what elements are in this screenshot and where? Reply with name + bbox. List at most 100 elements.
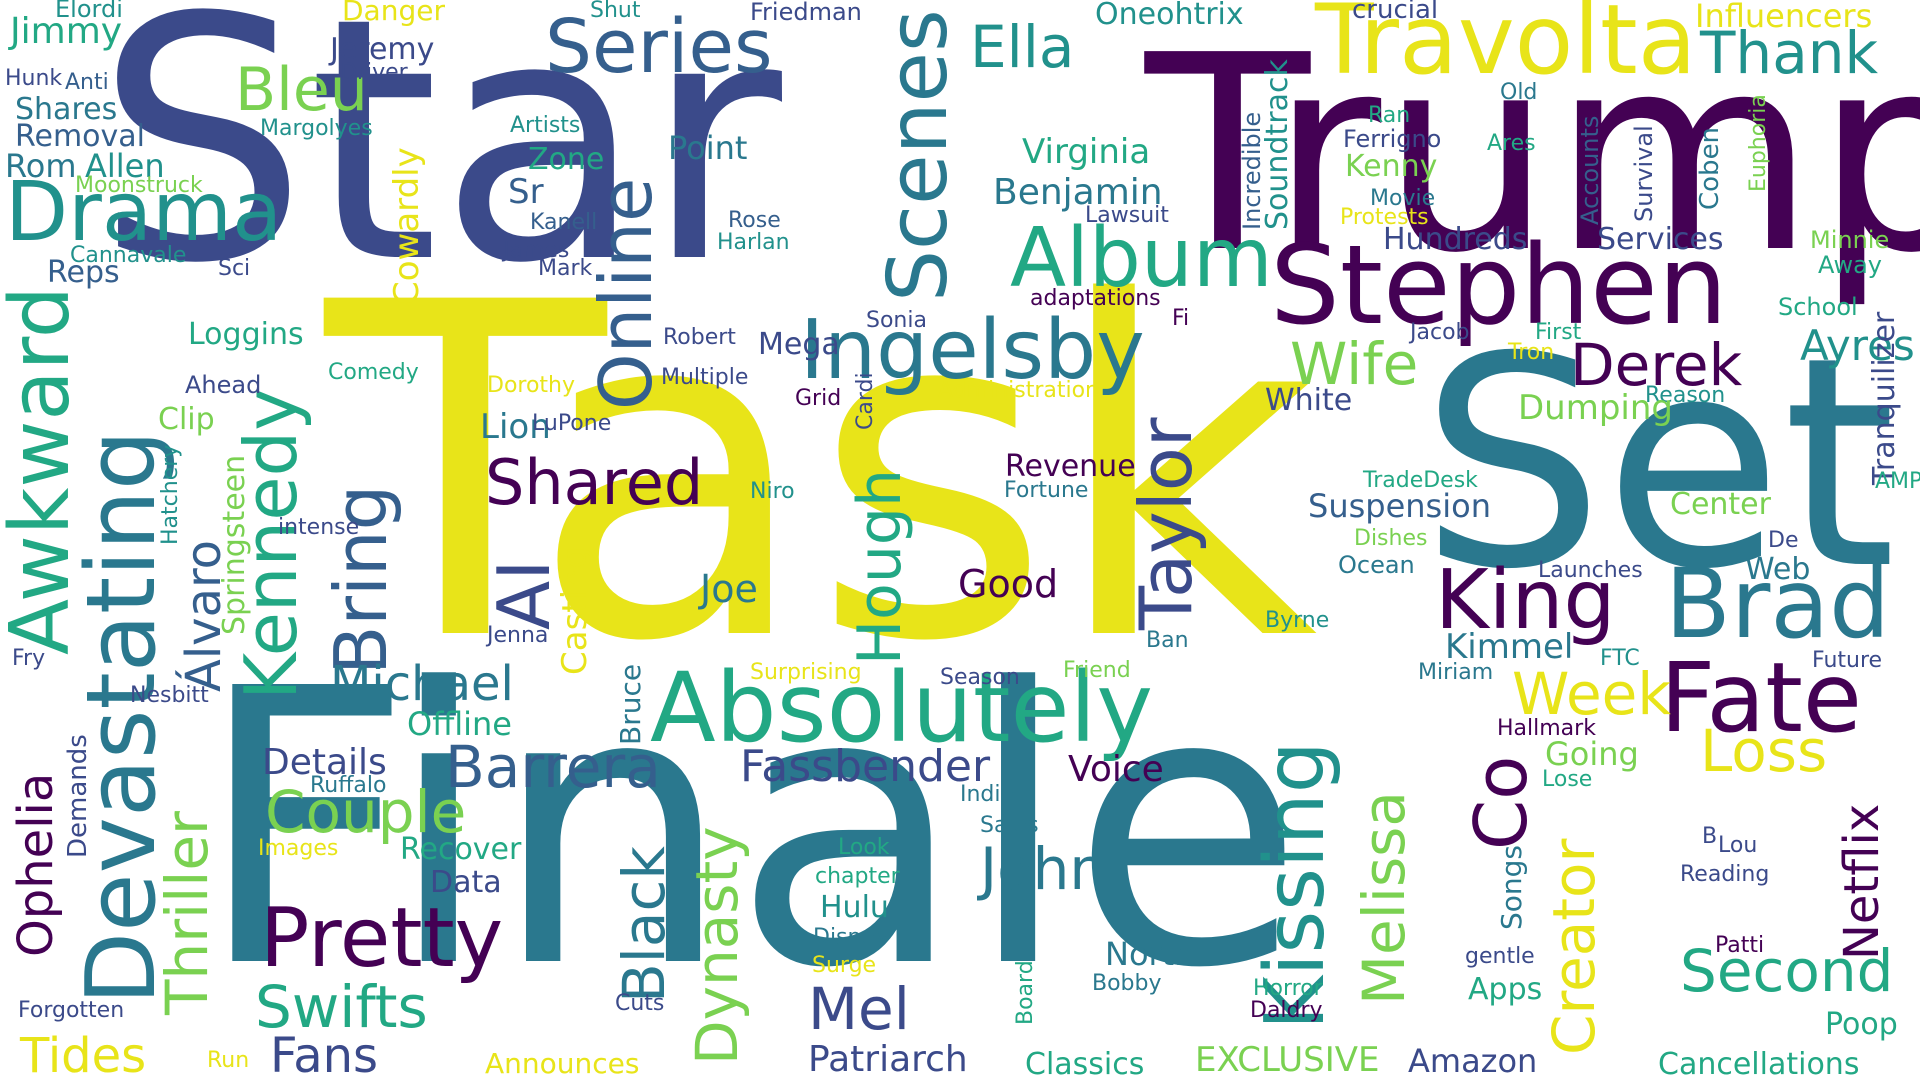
word-kanell: Kanell bbox=[530, 210, 598, 235]
word-white: White bbox=[1265, 383, 1353, 418]
word-forgotten: Forgotten bbox=[18, 998, 125, 1023]
word-rose: Rose bbox=[728, 208, 781, 233]
word-fortune: Fortune bbox=[1004, 478, 1089, 503]
word-online: Online bbox=[584, 177, 668, 410]
word-set: Set bbox=[1420, 296, 1897, 633]
word-launches: Launches bbox=[1538, 558, 1643, 583]
word-hundreds: Hundreds bbox=[1383, 222, 1528, 257]
word-fassbender: Fassbender bbox=[740, 741, 991, 792]
word-trump: Trump bbox=[1145, 0, 1920, 312]
word-dishes: Dishes bbox=[1354, 526, 1428, 551]
word-oneohtrix: Oneohtrix bbox=[1095, 0, 1244, 32]
word-king: King bbox=[1435, 553, 1616, 648]
word-euphoria: Euphoria bbox=[1746, 94, 1771, 192]
word-rom: Rom bbox=[5, 147, 77, 185]
word-loggins: Loggins bbox=[188, 317, 304, 352]
word-lupone: LuPone bbox=[532, 411, 612, 436]
word-virginia: Virginia bbox=[1022, 132, 1151, 172]
word-ftc: FTC bbox=[1600, 646, 1640, 671]
word-mega: Mega bbox=[758, 327, 840, 362]
word-mark: Mark bbox=[538, 256, 593, 281]
word-dumping: Dumping bbox=[1518, 388, 1674, 428]
word-grid: Grid bbox=[795, 386, 842, 411]
word-school: School bbox=[1778, 293, 1858, 321]
word-ran: Ran bbox=[1368, 103, 1411, 128]
word-survival: Survival bbox=[1630, 125, 1658, 222]
word-announces: Announces bbox=[485, 1047, 640, 1080]
word-ayres: Ayres bbox=[1800, 321, 1915, 370]
word-drama: Drama bbox=[5, 165, 283, 260]
word-fi: Fi bbox=[1172, 306, 1190, 331]
word-thank: Thank bbox=[1700, 19, 1879, 87]
word-lawsuit: Lawsuit bbox=[1085, 203, 1169, 228]
word-look: Look bbox=[838, 835, 890, 860]
word-absolutely: Absolutely bbox=[650, 652, 1154, 764]
word-series: Series bbox=[545, 4, 773, 90]
word-cowardly: Cowardly bbox=[387, 147, 427, 305]
word-allen: Allen bbox=[85, 147, 165, 185]
word-nesbitt: Nesbitt bbox=[130, 683, 209, 708]
word-away: Away bbox=[1818, 251, 1882, 279]
word-comedy: Comedy bbox=[328, 360, 419, 385]
word-kimmel: Kimmel bbox=[1445, 627, 1574, 667]
word-minnie: Minnie bbox=[1810, 226, 1890, 254]
word-poop: Poop bbox=[1825, 1007, 1898, 1042]
word-jacob: Jacob bbox=[1410, 320, 1470, 345]
word-patti: Patti bbox=[1715, 933, 1765, 958]
word-tranquilizer: Tranquilizer bbox=[1867, 311, 1902, 485]
word-loss: Loss bbox=[1700, 717, 1828, 785]
word-friedman: Friedman bbox=[750, 0, 862, 26]
word-voice: Voice bbox=[1068, 749, 1164, 790]
word-jenna: Jenna bbox=[487, 623, 549, 648]
word-task: Task bbox=[325, 207, 1318, 742]
word-margolyes: Margolyes bbox=[260, 116, 373, 141]
word-administration: Administration bbox=[938, 378, 1099, 403]
word-good: Good bbox=[958, 562, 1059, 606]
word-artists: Artists bbox=[510, 113, 581, 138]
word-ares: Ares bbox=[1487, 131, 1536, 156]
word-bring: Bring bbox=[319, 484, 403, 675]
word-suspension: Suspension bbox=[1308, 487, 1491, 525]
word-byrne: Byrne bbox=[1265, 608, 1330, 633]
word-disney: Disney bbox=[813, 925, 889, 950]
word-moonstruck: Moonstruck bbox=[75, 173, 203, 198]
word-swifts: Swifts bbox=[255, 973, 428, 1041]
word-springsteen: Springsteen bbox=[217, 454, 252, 635]
word-black: Black bbox=[610, 846, 678, 1003]
word-james: James bbox=[503, 238, 570, 263]
word-hough: Hough bbox=[845, 469, 915, 665]
word-movie: Movie bbox=[1370, 186, 1436, 211]
word-reps: Reps bbox=[47, 255, 120, 290]
word-images: Images bbox=[258, 836, 339, 861]
word-surprising: Surprising bbox=[750, 660, 862, 685]
word-pretty: Pretty bbox=[260, 891, 504, 986]
word-board: Board bbox=[1013, 960, 1038, 1025]
word-danger: Danger bbox=[342, 0, 445, 27]
word-jimmy: Jimmy bbox=[10, 11, 123, 52]
word-album: Album bbox=[1010, 211, 1273, 306]
word-ban: Ban bbox=[1146, 628, 1189, 653]
word-center: Center bbox=[1670, 487, 1771, 522]
word-hulu: Hulu bbox=[820, 890, 889, 925]
word-melissa: Melissa bbox=[1350, 791, 1418, 1005]
word-fate: Fate bbox=[1660, 642, 1862, 754]
word-miriam: Miriam bbox=[1418, 660, 1494, 685]
word-horror: Horror bbox=[1253, 976, 1323, 1001]
word-ophelia: Ophelia bbox=[8, 772, 64, 957]
word-fans: Fans bbox=[270, 1028, 379, 1080]
word-dorothy: Dorothy bbox=[487, 373, 576, 398]
word-season: Season bbox=[940, 665, 1020, 690]
word-web: Web bbox=[1745, 552, 1811, 587]
word-revenue: Revenue bbox=[1005, 449, 1136, 484]
word-north: North bbox=[1105, 935, 1195, 973]
word-data: Data bbox=[430, 865, 502, 900]
word-cannavale: Cannavale bbox=[70, 243, 187, 268]
word-finale: Finale bbox=[195, 608, 1305, 1051]
word-shares: Shares bbox=[15, 92, 118, 127]
word-kenny: Kenny bbox=[1345, 149, 1438, 184]
word-future: Future bbox=[1812, 648, 1883, 673]
word-gentle: gentle bbox=[1465, 944, 1535, 969]
word-sci: Sci bbox=[218, 256, 251, 281]
word-ocean: Ocean bbox=[1338, 551, 1415, 579]
word-de: De bbox=[1768, 528, 1799, 553]
